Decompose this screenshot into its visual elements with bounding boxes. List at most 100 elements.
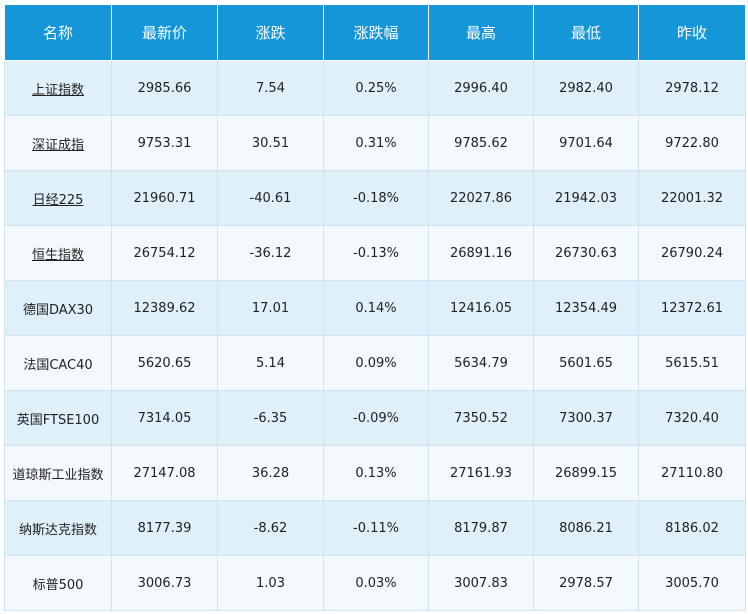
header-change: 涨跌 [217,4,324,61]
low-cell: 2982.40 [533,60,639,116]
low-cell: 26899.15 [533,445,639,501]
index-name-text: 标普500 [32,577,84,593]
index-name-cell: 日经225 [4,170,112,226]
latest-price-cell: 26754.12 [111,225,218,281]
table-row: 英国FTSE100 7314.05 -6.35 -0.09% 7350.52 7… [4,390,746,446]
low-cell: 8086.21 [533,500,639,556]
change-cell: 17.01 [217,280,324,336]
change-percent-cell: -0.18% [323,170,429,226]
table-row: 法国CAC40 5620.65 5.14 0.09% 5634.79 5601.… [4,335,746,391]
index-name-cell: 恒生指数 [4,225,112,281]
prev-close-cell: 12372.61 [638,280,746,336]
latest-price-cell: 2985.66 [111,60,218,116]
index-name-text: 道琼斯工业指数 [12,467,104,483]
table-row: 道琼斯工业指数 27147.08 36.28 0.13% 27161.93 26… [4,445,746,501]
header-high: 最高 [428,4,534,61]
prev-close-cell: 5615.51 [638,335,746,391]
prev-close-cell: 2978.12 [638,60,746,116]
high-cell: 8179.87 [428,500,534,556]
index-name-text: 法国CAC40 [23,357,93,373]
high-cell: 22027.86 [428,170,534,226]
change-cell: -36.12 [217,225,324,281]
latest-price-cell: 12389.62 [111,280,218,336]
change-percent-cell: 0.25% [323,60,429,116]
latest-price-cell: 27147.08 [111,445,218,501]
change-percent-cell: 0.31% [323,115,429,171]
table-row: 标普500 3006.73 1.03 0.03% 3007.83 2978.57… [4,555,746,611]
change-cell: 7.54 [217,60,324,116]
index-name-link[interactable]: 日经225 [32,192,84,208]
prev-close-cell: 9722.80 [638,115,746,171]
index-quotes-table: 名称 最新价 涨跌 涨跌幅 最高 最低 昨收 上证指数 2985.66 7.54… [4,4,746,611]
change-cell: -40.61 [217,170,324,226]
high-cell: 5634.79 [428,335,534,391]
latest-price-cell: 5620.65 [111,335,218,391]
low-cell: 2978.57 [533,555,639,611]
low-cell: 9701.64 [533,115,639,171]
header-change-percent: 涨跌幅 [323,4,429,61]
index-name-text: 英国FTSE100 [16,412,100,428]
table-header-row: 名称 最新价 涨跌 涨跌幅 最高 最低 昨收 [4,4,746,61]
index-name-cell: 法国CAC40 [4,335,112,391]
change-percent-cell: 0.14% [323,280,429,336]
high-cell: 3007.83 [428,555,534,611]
low-cell: 26730.63 [533,225,639,281]
index-name-cell: 道琼斯工业指数 [4,445,112,501]
change-percent-cell: -0.13% [323,225,429,281]
index-name-cell: 深证成指 [4,115,112,171]
change-percent-cell: -0.09% [323,390,429,446]
table-row: 恒生指数 26754.12 -36.12 -0.13% 26891.16 267… [4,225,746,281]
high-cell: 9785.62 [428,115,534,171]
latest-price-cell: 9753.31 [111,115,218,171]
index-name-cell: 标普500 [4,555,112,611]
header-latest-price: 最新价 [111,4,218,61]
low-cell: 21942.03 [533,170,639,226]
high-cell: 27161.93 [428,445,534,501]
latest-price-cell: 8177.39 [111,500,218,556]
header-low: 最低 [533,4,639,61]
table-row: 日经225 21960.71 -40.61 -0.18% 22027.86 21… [4,170,746,226]
index-name-cell: 英国FTSE100 [4,390,112,446]
index-name-text: 纳斯达克指数 [18,522,97,538]
header-name: 名称 [4,4,112,61]
low-cell: 12354.49 [533,280,639,336]
high-cell: 26891.16 [428,225,534,281]
prev-close-cell: 8186.02 [638,500,746,556]
change-cell: -8.62 [217,500,324,556]
change-cell: 30.51 [217,115,324,171]
header-prev-close: 昨收 [638,4,746,61]
change-cell: 5.14 [217,335,324,391]
index-name-cell: 纳斯达克指数 [4,500,112,556]
index-quotes-panel: 名称 最新价 涨跌 涨跌幅 最高 最低 昨收 上证指数 2985.66 7.54… [4,4,746,611]
prev-close-cell: 22001.32 [638,170,746,226]
change-percent-cell: -0.11% [323,500,429,556]
low-cell: 7300.37 [533,390,639,446]
high-cell: 7350.52 [428,390,534,446]
high-cell: 2996.40 [428,60,534,116]
index-name-link[interactable]: 恒生指数 [31,247,84,263]
table-row: 深证成指 9753.31 30.51 0.31% 9785.62 9701.64… [4,115,746,171]
prev-close-cell: 26790.24 [638,225,746,281]
index-name-link[interactable]: 上证指数 [31,82,84,98]
change-cell: 36.28 [217,445,324,501]
latest-price-cell: 3006.73 [111,555,218,611]
latest-price-cell: 7314.05 [111,390,218,446]
index-name-cell: 上证指数 [4,60,112,116]
change-percent-cell: 0.13% [323,445,429,501]
latest-price-cell: 21960.71 [111,170,218,226]
table-row: 上证指数 2985.66 7.54 0.25% 2996.40 2982.40 … [4,60,746,116]
low-cell: 5601.65 [533,335,639,391]
high-cell: 12416.05 [428,280,534,336]
change-cell: -6.35 [217,390,324,446]
change-percent-cell: 0.03% [323,555,429,611]
change-cell: 1.03 [217,555,324,611]
index-name-cell: 德国DAX30 [4,280,112,336]
prev-close-cell: 27110.80 [638,445,746,501]
index-name-link[interactable]: 深证成指 [31,137,84,153]
table-row: 纳斯达克指数 8177.39 -8.62 -0.11% 8179.87 8086… [4,500,746,556]
index-name-text: 德国DAX30 [22,302,94,318]
prev-close-cell: 3005.70 [638,555,746,611]
prev-close-cell: 7320.40 [638,390,746,446]
table-row: 德国DAX30 12389.62 17.01 0.14% 12416.05 12… [4,280,746,336]
change-percent-cell: 0.09% [323,335,429,391]
